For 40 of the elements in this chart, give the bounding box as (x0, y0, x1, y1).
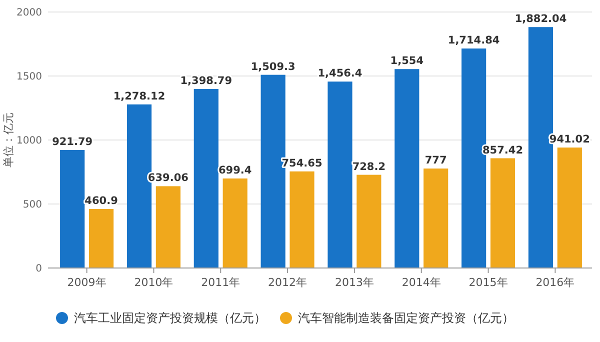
x-tick-label: 2009年 (67, 276, 106, 289)
y-tick-label: 1000 (16, 136, 42, 146)
y-tick-label: 2000 (16, 8, 42, 18)
bar (290, 171, 314, 268)
x-tick-label: 2016年 (536, 276, 575, 289)
bar (156, 186, 180, 268)
y-axis-title: 单位：亿元 (2, 112, 15, 168)
bar (490, 158, 516, 268)
data-label: 1,509.3 (250, 60, 296, 73)
data-label: 1,456.4 (318, 68, 362, 80)
x-tick-label: 2015年 (468, 276, 508, 289)
x-tick-label: 2011年 (201, 276, 240, 289)
data-label: 1,882.04 (514, 13, 567, 26)
data-label: 1,714.84 (448, 34, 500, 46)
x-tick-label: 2010年 (134, 276, 174, 289)
bar (356, 174, 382, 268)
y-tick-label: 0 (36, 264, 42, 274)
bar (88, 209, 114, 268)
x-tick-label: 2012年 (268, 276, 308, 289)
x-tick-label: 2013年 (334, 276, 374, 289)
data-label: 777 (424, 154, 447, 167)
y-tick-label: 500 (22, 200, 42, 210)
data-label: 921.79 (52, 136, 93, 148)
y-tick-label: 1500 (16, 72, 42, 82)
data-label: 460.9 (84, 195, 118, 208)
bar (424, 168, 448, 268)
legend-label: 汽车智能制造装备固定资产投资（亿元） (298, 311, 514, 326)
x-tick-label: 2014年 (402, 276, 441, 289)
bar (557, 148, 582, 268)
data-label: 1,278.12 (113, 90, 166, 102)
data-label: 699.4 (218, 164, 252, 176)
bar (394, 69, 420, 268)
bar (328, 82, 352, 268)
bar (60, 150, 85, 268)
bar (194, 88, 218, 268)
bar (222, 178, 248, 268)
data-label: 728.2 (352, 160, 386, 173)
data-label: 1,554 (390, 55, 424, 68)
data-label: 1,398.79 (180, 74, 232, 87)
legend-label: 汽车工业固定资产投资规模（亿元） (74, 311, 266, 326)
